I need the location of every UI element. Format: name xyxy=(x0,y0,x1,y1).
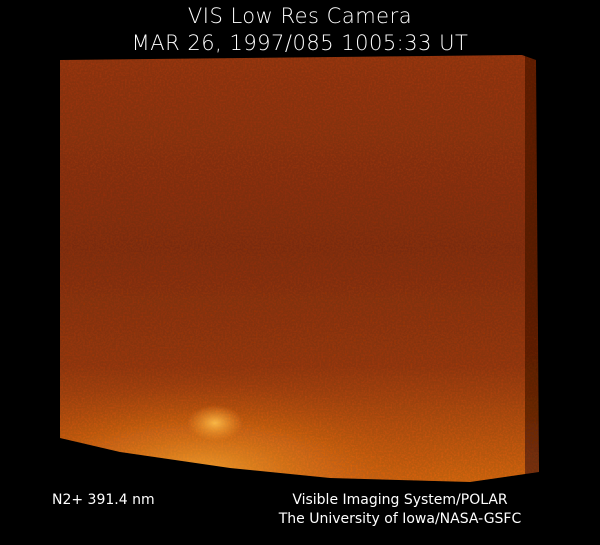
image-title: VIS Low Res Camera xyxy=(187,4,413,28)
wavelength-label: N2+ 391.4 nm xyxy=(52,492,155,508)
timestamp: MAR 26, 1997/085 1005:33 UT xyxy=(131,31,469,55)
credit-institution: The University of Iowa/NASA-GSFC xyxy=(278,511,522,527)
credit-instrument: Visible Imaging System/POLAR xyxy=(292,492,508,508)
